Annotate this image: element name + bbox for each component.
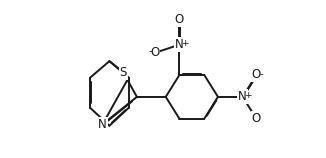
Text: -: - bbox=[148, 46, 152, 56]
Text: N: N bbox=[175, 38, 184, 51]
Text: O: O bbox=[252, 68, 261, 81]
Text: N: N bbox=[238, 90, 247, 103]
Text: +: + bbox=[181, 39, 189, 48]
Text: +: + bbox=[244, 91, 252, 100]
Text: N: N bbox=[98, 118, 107, 131]
Text: O: O bbox=[252, 112, 261, 125]
Text: O: O bbox=[175, 13, 184, 26]
Text: S: S bbox=[119, 66, 127, 79]
Text: -: - bbox=[259, 69, 263, 79]
Text: O: O bbox=[150, 46, 159, 59]
